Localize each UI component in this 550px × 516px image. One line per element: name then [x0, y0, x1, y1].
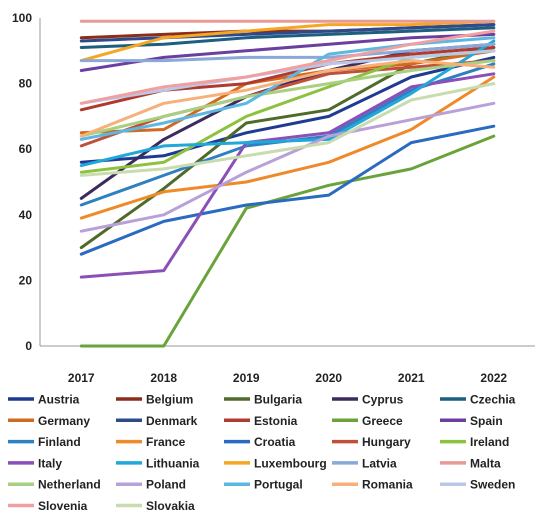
legend-entry-label: Lithuania [146, 456, 200, 470]
series-line-denmark [79, 23, 496, 43]
series-line-luxembourg [79, 19, 496, 63]
legend-entry-label: Croatia [254, 435, 296, 449]
series-line-slovenia [79, 29, 496, 105]
x-tick-label: 2018 [150, 371, 177, 385]
legend-entry-label: Netherland [38, 478, 101, 492]
legend-entry-label: Greece [362, 414, 403, 428]
series-line-slovakia [79, 82, 496, 177]
legend-entry-label: Malta [470, 456, 501, 470]
legend-entry-label: Ireland [470, 435, 509, 449]
legend-entry-label: Germany [38, 414, 90, 428]
y-tick-label: 0 [25, 339, 32, 353]
legend-entry-label: Belgium [146, 393, 193, 407]
series-line-austria [79, 55, 496, 164]
legend-entry-label: Luxembourg [254, 456, 327, 470]
legend-entry-label: Italy [38, 456, 62, 470]
series-line-netherland [79, 59, 496, 138]
y-axis-ticks: 0 20 40 60 80 100 [12, 11, 32, 353]
x-tick-label: 2020 [315, 371, 342, 385]
series-line-italy [79, 72, 496, 279]
x-tick-label: 2022 [480, 371, 507, 385]
legend-entry-label: Czechia [470, 393, 516, 407]
legend-entry-label: Denmark [146, 414, 198, 428]
y-tick-label: 80 [19, 77, 33, 91]
x-tick-label: 2017 [68, 371, 95, 385]
legend-entry-label: Estonia [254, 414, 298, 428]
legend-entry-label: Portugal [254, 478, 303, 492]
series-line-greece [79, 134, 496, 348]
series-line-latvia [79, 42, 496, 63]
legend-entry-label: Romania [362, 478, 413, 492]
legend-entry-label: Latvia [362, 456, 397, 470]
series-line-hungary [79, 59, 496, 148]
series-lines [79, 19, 496, 348]
legend-entry-label: Bulgaria [254, 393, 302, 407]
legend-entry-label: Spain [470, 414, 503, 428]
y-tick-label: 60 [19, 142, 33, 156]
legend: Austria Belgium Bulgaria Cyprus Czechia Germa… [8, 393, 516, 513]
legend-entry-label: Slovenia [38, 499, 88, 513]
y-tick-label: 40 [19, 208, 33, 222]
series-line-poland [79, 101, 496, 233]
legend-entry-label: Slovakia [146, 499, 195, 513]
x-axis-ticks: 2017 2018 2019 2020 2021 2022 [68, 371, 508, 385]
series-line-lithuania [79, 39, 496, 168]
y-tick-label: 20 [19, 273, 33, 287]
series-line-croatia [79, 124, 496, 256]
legend-entry-label: Austria [38, 393, 80, 407]
legend-entry-label: France [146, 435, 186, 449]
series-line-france [79, 75, 496, 220]
legend-entry-label: Cyprus [362, 393, 404, 407]
legend-entry-label: Finland [38, 435, 81, 449]
series-line-czechia [79, 26, 496, 49]
series-line-romania [79, 59, 496, 138]
y-tick-label: 100 [12, 11, 32, 25]
legend-entry-label: Poland [146, 478, 186, 492]
x-tick-label: 2021 [398, 371, 425, 385]
legend-entry-label: Hungary [362, 435, 411, 449]
legend-entry-label: Sweden [470, 478, 515, 492]
series-line-sweden [79, 49, 496, 105]
x-tick-label: 2019 [233, 371, 260, 385]
